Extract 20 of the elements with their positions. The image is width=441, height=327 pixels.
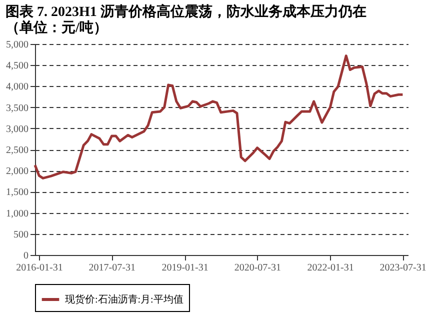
x-tick-label: 2020-07-31 <box>234 262 281 274</box>
y-tick-label: 2,500 <box>6 145 28 156</box>
y-tick-label: 4,500 <box>6 60 28 72</box>
y-tick-label: 1,500 <box>6 187 28 198</box>
y-tick-label: 5,000 <box>6 40 28 50</box>
legend-label: 现货价:石油沥青:月:平均值 <box>65 294 184 306</box>
x-tick-label: 2019-01-31 <box>162 262 208 274</box>
y-tick-label: 0 <box>24 250 28 262</box>
x-tick-label: 2016-01-31 <box>16 262 63 274</box>
y-tick-label: 2,000 <box>6 166 28 178</box>
x-tick-label: 2022-01-31 <box>307 262 354 274</box>
x-tick-label: 2017-07-31 <box>88 262 136 274</box>
y-tick-label: 3,000 <box>6 124 28 135</box>
chart-title: 图表 7. 2023H1 沥青价格高位震荡，防水业务成本压力仍在（单位：元/吨） <box>6 3 366 36</box>
y-tick-label: 500 <box>14 229 28 240</box>
y-tick-label: 3,500 <box>6 102 28 114</box>
y-tick-label: 1,000 <box>6 208 28 220</box>
x-tick-label: 2023-07-31 <box>380 262 426 274</box>
line-series <box>34 54 404 180</box>
y-tick-label: 4,000 <box>6 82 28 93</box>
